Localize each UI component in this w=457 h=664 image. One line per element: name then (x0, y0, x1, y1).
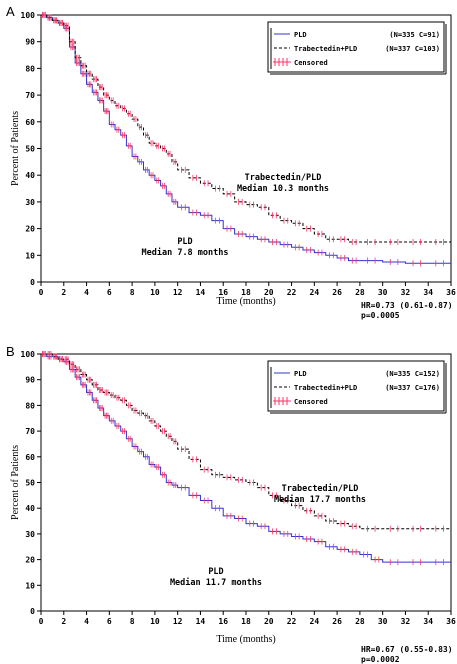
x-tick-label: 24 (310, 288, 320, 297)
x-tick-label: 28 (355, 288, 365, 297)
x-tick-label: 16 (218, 288, 228, 297)
x-tick-label: 36 (446, 288, 456, 297)
hazard-ratio: HR=0.67 (0.55-0.83) (361, 645, 453, 654)
panel-letter: B (6, 344, 15, 359)
legend-label: Censored (294, 398, 328, 406)
y-axis-title: Percent of Patients (10, 111, 21, 186)
x-tick-label: 8 (130, 617, 135, 626)
x-tick-label: 0 (39, 288, 44, 297)
hazard-ratio: HR=0.73 (0.61-0.87) (361, 301, 453, 310)
legend-label: Trabectedin+PLD (294, 384, 357, 392)
legend-count: (N=337 C=176) (385, 384, 440, 392)
annotation-trabectedin-name: Trabectedin/PLD (245, 172, 322, 183)
y-tick-label: 60 (25, 453, 35, 462)
x-tick-label: 12 (173, 617, 183, 626)
x-tick-label: 2 (61, 617, 66, 626)
y-axis-title: Percent of Patients (10, 445, 21, 520)
series-line-pld (41, 14, 451, 264)
y-tick-label: 100 (21, 11, 36, 20)
x-tick-label: 34 (423, 617, 433, 626)
x-tick-label: 18 (241, 617, 251, 626)
annotation-trabectedin-median: Median 17.7 months (274, 494, 366, 505)
x-tick-label: 26 (332, 288, 342, 297)
x-tick-label: 14 (196, 617, 206, 626)
legend: PLD (N=335 C=152) Trabectedin+PLD (N=337 C=… (267, 360, 447, 414)
y-tick-label: 20 (25, 225, 35, 234)
censor-marks-trabectedin-pld (42, 351, 444, 532)
x-tick-label: 4 (84, 288, 89, 297)
x-tick-label: 0 (39, 617, 44, 626)
y-tick-label: 40 (25, 504, 35, 513)
p-value: p=0.0002 (361, 655, 400, 664)
x-tick-label: 8 (130, 288, 135, 297)
x-tick-label: 36 (446, 617, 456, 626)
x-tick-label: 22 (287, 617, 297, 626)
legend-label: PLD (294, 31, 307, 39)
x-tick-label: 4 (84, 617, 89, 626)
x-tick-label: 18 (241, 288, 251, 297)
x-tick-label: 20 (264, 617, 274, 626)
y-tick-label: 0 (30, 607, 35, 616)
x-tick-label: 16 (218, 617, 228, 626)
y-tick-label: 100 (21, 350, 36, 359)
y-tick-label: 30 (25, 530, 35, 539)
x-tick-label: 24 (310, 617, 320, 626)
y-tick-label: 90 (25, 38, 35, 47)
legend-label: PLD (294, 370, 307, 378)
p-value: p=0.0005 (361, 311, 400, 320)
x-tick-label: 20 (264, 288, 274, 297)
annotation-pld-median: Median 7.8 months (142, 247, 229, 258)
legend-label: Censored (294, 59, 328, 67)
x-tick-label: 30 (378, 288, 388, 297)
y-tick-label: 80 (25, 64, 35, 73)
x-tick-label: 26 (332, 617, 342, 626)
x-tick-label: 10 (150, 617, 160, 626)
y-tick-label: 60 (25, 118, 35, 127)
annotation-trabectedin-median: Median 10.3 months (237, 183, 329, 194)
x-tick-label: 34 (423, 288, 433, 297)
legend-box (267, 360, 445, 412)
y-tick-label: 70 (25, 427, 35, 436)
legend: PLD (N=335 C=91) Trabectedin+PLD (N=337 C=1… (267, 21, 447, 75)
legend-count: (N=335 C=152) (385, 370, 440, 378)
legend-count: (N=335 C=91) (389, 31, 440, 39)
x-tick-label: 2 (61, 288, 66, 297)
x-tick-label: 6 (107, 617, 112, 626)
x-axis-title: Time (months) (216, 634, 275, 645)
y-tick-label: 10 (25, 251, 35, 260)
x-tick-label: 14 (196, 288, 206, 297)
y-tick-label: 50 (25, 479, 35, 488)
y-tick-label: 70 (25, 91, 35, 100)
x-tick-label: 30 (378, 617, 388, 626)
legend-count: (N=337 C=103) (385, 45, 440, 53)
x-tick-label: 28 (355, 617, 365, 626)
y-tick-label: 40 (25, 171, 35, 180)
y-tick-label: 30 (25, 198, 35, 207)
x-tick-label: 32 (401, 288, 411, 297)
annotation-trabectedin-name: Trabectedin/PLD (282, 483, 359, 494)
x-tick-label: 12 (173, 288, 183, 297)
x-tick-label: 10 (150, 288, 160, 297)
y-tick-label: 80 (25, 401, 35, 410)
x-tick-label: 22 (287, 288, 297, 297)
x-tick-label: 32 (401, 617, 411, 626)
y-tick-label: 50 (25, 145, 35, 154)
legend-box (267, 21, 445, 73)
annotation-pld-median: Median 11.7 months (170, 577, 262, 588)
annotation-pld-name: PLD (177, 237, 192, 247)
annotation-pld-name: PLD (208, 567, 223, 577)
y-tick-label: 20 (25, 556, 35, 565)
censor-marks-trabectedin-pld (42, 12, 444, 245)
x-tick-label: 6 (107, 288, 112, 297)
legend-label: Trabectedin+PLD (294, 45, 357, 53)
panel-letter: A (6, 4, 15, 19)
x-axis-title: Time (months) (216, 296, 275, 307)
y-tick-label: 0 (30, 278, 35, 287)
y-tick-label: 90 (25, 376, 35, 385)
y-tick-label: 10 (25, 581, 35, 590)
